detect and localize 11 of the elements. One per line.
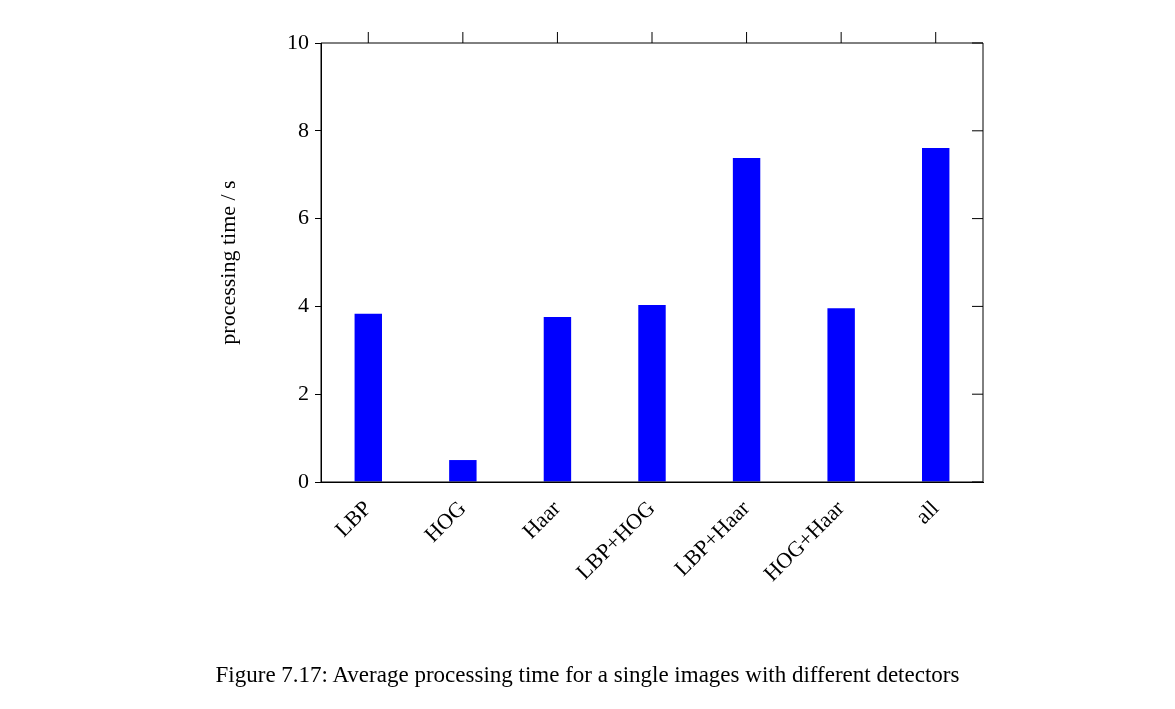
y-tick-label: 4	[298, 292, 309, 318]
caption: Figure 7.17: Average processing time for a single images with different detectors	[214, 662, 961, 688]
x-tick-label: Haar	[517, 494, 566, 544]
x-tick-label: LBP	[329, 495, 376, 542]
y-tick-label: 6	[298, 204, 309, 230]
x-tick-label: all	[910, 495, 944, 529]
y-tick-label: 0	[298, 467, 309, 493]
y-tick-label: 2	[298, 379, 309, 405]
y-axis-title: processing time / s	[214, 180, 240, 345]
y-tick-label: 10	[287, 28, 309, 54]
y-tick-label: 8	[298, 116, 309, 142]
